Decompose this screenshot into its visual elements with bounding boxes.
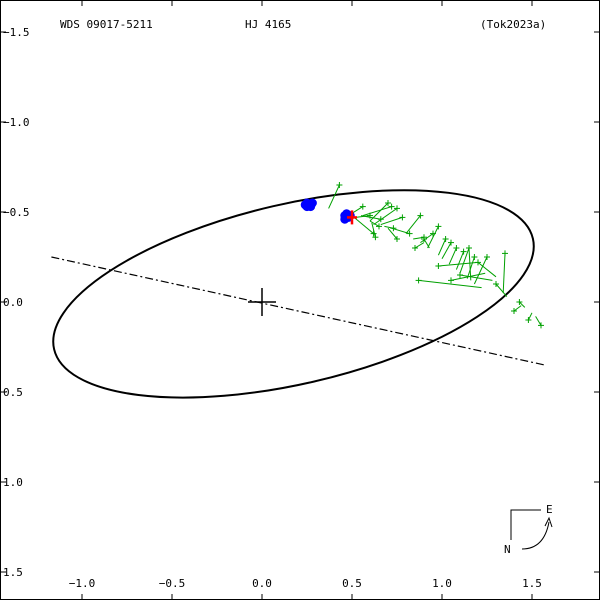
current-epoch-marker — [347, 210, 357, 225]
residual-line — [477, 262, 497, 278]
reference-code: (Tok2023a) — [480, 18, 546, 31]
micrometric-point — [390, 225, 397, 232]
micrometric-point — [448, 239, 454, 246]
residual-line — [468, 247, 472, 281]
micrometric-point — [394, 205, 400, 212]
micrometric-point — [435, 263, 442, 269]
axis-tick-labels: −1.0 −0.5 0.0 0.5 1.0 1.5 −1.5 −1.0 −0.5 0.0 0.5 1.… — [3, 26, 542, 590]
residual-line — [414, 242, 425, 249]
micrometric-point — [417, 212, 424, 219]
residual-line — [519, 301, 526, 308]
micrometric-point — [372, 234, 379, 241]
residual-line — [527, 312, 533, 321]
micrometric-point — [525, 317, 532, 323]
x-tick-label: −1.0 — [69, 577, 96, 590]
residual-line — [387, 227, 398, 240]
compass: E N — [504, 503, 553, 556]
micrometric-point — [448, 277, 454, 284]
residual-line — [362, 206, 392, 217]
compass-north-label: N — [504, 543, 511, 556]
line-of-nodes — [51, 256, 545, 366]
residual-line — [448, 247, 457, 265]
micrometric-point — [475, 259, 481, 266]
micrometric-point — [399, 214, 406, 221]
residual-line — [513, 305, 522, 312]
micrometric-point — [502, 250, 508, 257]
micrometric-point — [516, 299, 523, 305]
compass-frame — [510, 509, 541, 540]
micrometric-point — [385, 200, 391, 206]
residual-line — [420, 233, 434, 244]
micrometric-point — [442, 236, 449, 242]
orbit-layer — [51, 189, 545, 399]
x-tick-label: −0.5 — [159, 577, 186, 590]
micrometric-point — [466, 245, 472, 251]
residual-line — [373, 207, 398, 226]
compass-arrow — [521, 521, 550, 550]
residual-line — [437, 238, 447, 256]
residual-line — [441, 242, 452, 260]
interferometric-point — [306, 202, 316, 212]
residual-line — [438, 261, 479, 267]
observations-layer — [328, 182, 544, 329]
micrometric-point — [377, 216, 384, 223]
micrometric-point — [388, 203, 395, 210]
residual-line — [369, 220, 380, 227]
y-tick-label: 1.0 — [3, 476, 23, 489]
micrometric-point — [421, 236, 427, 242]
y-tick-label: 0.5 — [3, 386, 23, 399]
residual-line — [455, 251, 465, 270]
residual-line — [495, 283, 508, 297]
micrometric-point — [415, 277, 422, 284]
y-tick-label: 0.0 — [3, 296, 23, 309]
residual-line — [371, 222, 376, 238]
compass-arrowhead — [544, 516, 553, 528]
residual-line — [535, 316, 542, 326]
residual-line — [328, 184, 340, 209]
residual-line — [360, 215, 381, 220]
micrometric-point — [511, 308, 517, 314]
residual-line — [473, 256, 488, 285]
y-tick-label: −1.0 — [3, 116, 30, 129]
y-tick-label: 1.5 — [3, 566, 23, 579]
residual-line — [380, 216, 403, 226]
residual-line — [427, 226, 439, 249]
micrometric-point — [435, 223, 442, 230]
y-tick-label: −0.5 — [3, 206, 30, 219]
micrometric-point — [457, 272, 463, 278]
residual-line — [405, 215, 421, 234]
micrometric-point — [538, 322, 544, 329]
residual-line — [423, 238, 430, 249]
star-name: HJ 4165 — [245, 18, 291, 31]
micrometric-point — [453, 245, 460, 251]
residual-line — [459, 274, 493, 281]
interferometric-point — [342, 212, 352, 222]
x-tick-label: 1.0 — [432, 577, 452, 590]
micrometric-point — [412, 245, 418, 251]
micrometric-point — [359, 203, 366, 210]
micrometric-point — [471, 254, 478, 260]
micrometric-point — [406, 230, 413, 237]
markers-layer — [300, 198, 357, 225]
residual-line — [459, 247, 470, 274]
x-tick-label: 0.0 — [252, 577, 272, 590]
compass-east-label: E — [546, 503, 553, 516]
residual-line — [502, 253, 506, 294]
y-tick-label: −1.5 — [3, 26, 30, 39]
micrometric-point — [394, 236, 400, 242]
wds-identifier: WDS 09017-5211 — [60, 18, 153, 31]
x-tick-label: 0.5 — [342, 577, 362, 590]
x-tick-label: 1.5 — [522, 577, 542, 590]
micrometric-point — [460, 248, 467, 255]
micrometric-point — [336, 182, 343, 188]
micrometric-point — [484, 254, 490, 260]
residual-line — [418, 279, 482, 289]
micrometric-point — [493, 281, 499, 287]
residual-line — [466, 256, 475, 279]
orbit-ellipse — [52, 189, 535, 399]
micrometric-point — [376, 223, 382, 230]
